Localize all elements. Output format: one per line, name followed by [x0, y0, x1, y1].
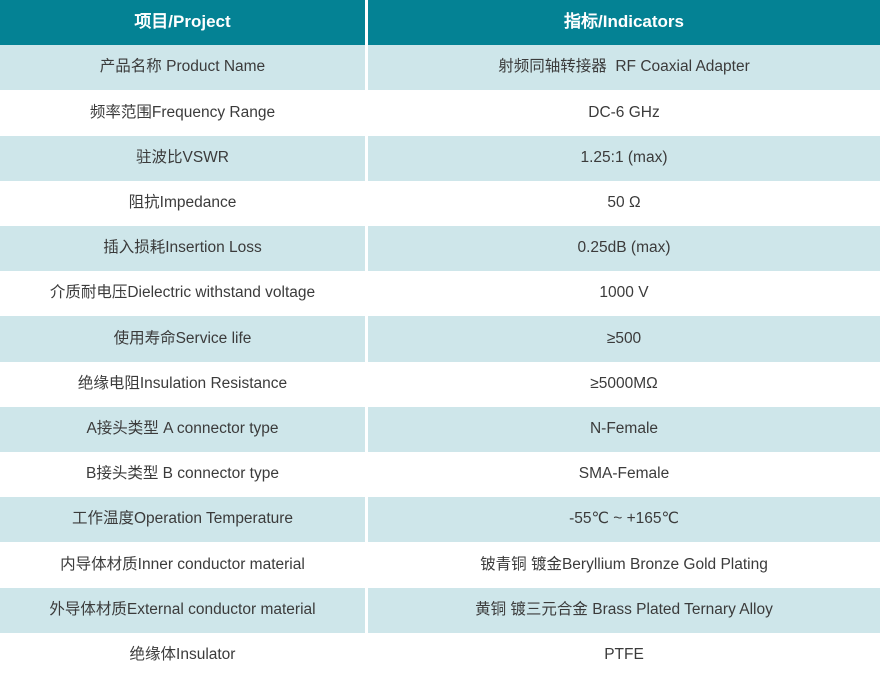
project-cell: 阻抗Impedance [0, 180, 365, 226]
project-cell: 内导体材质Inner conductor material [0, 542, 365, 588]
project-cell: 绝缘电阻Insulation Resistance [0, 361, 365, 407]
indicator-cell: 1.25:1 (max) [368, 135, 880, 181]
project-cell: 绝缘体Insulator [0, 632, 365, 678]
project-cell: 工作温度Operation Temperature [0, 497, 365, 543]
table-row: 工作温度Operation Temperature -55℃ ~ +165℃ [0, 497, 880, 543]
indicator-cell: 50 Ω [368, 180, 880, 226]
indicator-cell: SMA-Female [368, 452, 880, 498]
table-row: 阻抗Impedance 50 Ω [0, 180, 880, 226]
table-row: B接头类型 B connector type SMA-Female [0, 452, 880, 498]
project-cell: 使用寿命Service life [0, 316, 365, 362]
table-row: 绝缘电阻Insulation Resistance ≥5000MΩ [0, 361, 880, 407]
table-row: 外导体材质External conductor material 黄铜 镀三元合… [0, 587, 880, 633]
indicator-cell: ≥500 [368, 316, 880, 362]
header-indicator: 指标/Indicators [368, 0, 880, 46]
indicator-cell: PTFE [368, 632, 880, 678]
indicator-cell: 铍青铜 镀金Beryllium Bronze Gold Plating [368, 542, 880, 588]
indicator-cell: 1000 V [368, 271, 880, 317]
header-project: 项目/Project [0, 0, 365, 46]
project-cell: B接头类型 B connector type [0, 452, 365, 498]
project-cell: 插入损耗Insertion Loss [0, 226, 365, 272]
indicator-cell: DC-6 GHz [368, 90, 880, 136]
indicator-cell: 黄铜 镀三元合金 Brass Plated Ternary Alloy [368, 587, 880, 633]
table-row: A接头类型 A connector type N-Female [0, 406, 880, 452]
table-row: 驻波比VSWR 1.25:1 (max) [0, 135, 880, 181]
table-row: 产品名称 Product Name 射频同轴转接器 RF Coaxial Ada… [0, 45, 880, 91]
project-cell: 驻波比VSWR [0, 135, 365, 181]
indicator-cell: N-Female [368, 406, 880, 452]
project-cell: A接头类型 A connector type [0, 406, 365, 452]
project-cell: 频率范围Frequency Range [0, 90, 365, 136]
indicator-cell: ≥5000MΩ [368, 361, 880, 407]
project-cell: 介质耐电压Dielectric withstand voltage [0, 271, 365, 317]
table-row: 绝缘体Insulator PTFE [0, 632, 880, 678]
table-row: 频率范围Frequency Range DC-6 GHz [0, 90, 880, 136]
table-row: 内导体材质Inner conductor material 铍青铜 镀金Bery… [0, 542, 880, 588]
project-cell: 外导体材质External conductor material [0, 587, 365, 633]
indicator-cell: 射频同轴转接器 RF Coaxial Adapter [368, 45, 880, 91]
indicator-cell: -55℃ ~ +165℃ [368, 497, 880, 543]
table-row: 介质耐电压Dielectric withstand voltage 1000 V [0, 271, 880, 317]
table-row: 插入损耗Insertion Loss 0.25dB (max) [0, 226, 880, 272]
project-cell: 产品名称 Product Name [0, 45, 365, 91]
table-header-row: 项目/Project 指标/Indicators [0, 0, 880, 46]
indicator-cell: 0.25dB (max) [368, 226, 880, 272]
table-row: 使用寿命Service life ≥500 [0, 316, 880, 362]
